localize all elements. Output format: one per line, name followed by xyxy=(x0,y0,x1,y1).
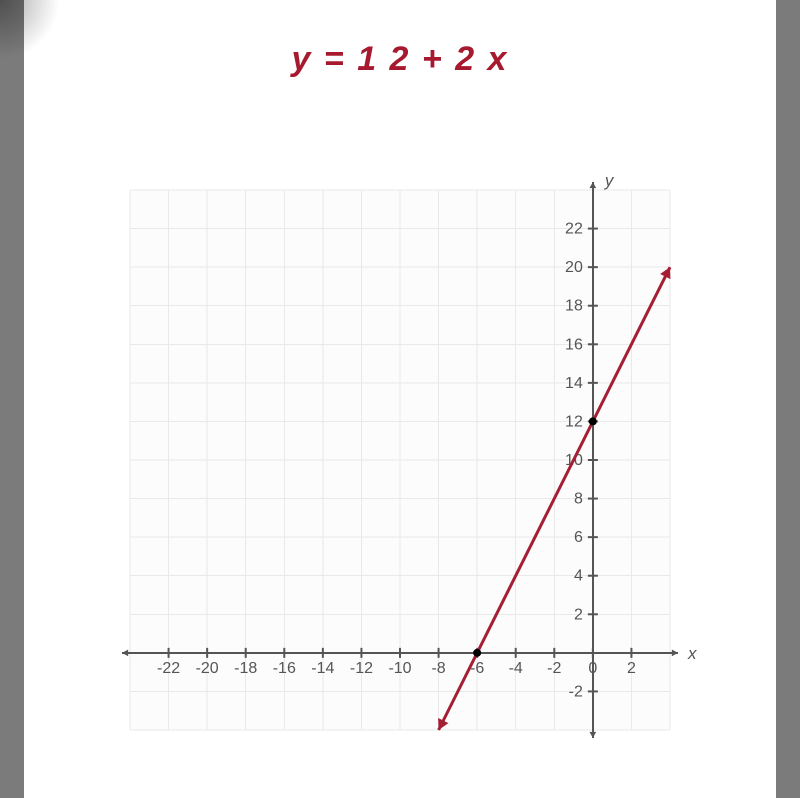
svg-text:-18: -18 xyxy=(234,660,257,677)
left-margin-bar xyxy=(0,0,24,798)
svg-text:-12: -12 xyxy=(350,660,373,677)
plot-point xyxy=(473,649,481,657)
equation-title: y = 1 2 + 2 x xyxy=(0,40,800,79)
svg-text:20: 20 xyxy=(565,259,583,276)
svg-text:-2: -2 xyxy=(569,683,583,700)
svg-text:-4: -4 xyxy=(509,660,523,677)
svg-text:2: 2 xyxy=(627,660,636,677)
svg-text:12: 12 xyxy=(565,413,583,430)
svg-text:-20: -20 xyxy=(196,660,219,677)
line-chart: -22-20-18-16-14-12-10-8-6-4-202-22468101… xyxy=(100,160,700,760)
y-axis-label: y xyxy=(604,171,615,190)
svg-text:6: 6 xyxy=(574,529,583,546)
svg-text:2: 2 xyxy=(574,606,583,623)
svg-text:-10: -10 xyxy=(388,660,411,677)
right-margin-bar xyxy=(776,0,800,798)
svg-text:-14: -14 xyxy=(311,660,334,677)
svg-text:22: 22 xyxy=(565,221,583,238)
plot-point xyxy=(589,417,597,425)
svg-text:4: 4 xyxy=(574,568,583,585)
page-frame: y = 1 2 + 2 x -22-20-18-16-14-12-10-8-6-… xyxy=(0,0,800,798)
svg-text:18: 18 xyxy=(565,298,583,315)
svg-text:-22: -22 xyxy=(157,660,180,677)
svg-text:-16: -16 xyxy=(273,660,296,677)
x-axis-label: x xyxy=(687,644,697,663)
svg-text:-8: -8 xyxy=(431,660,445,677)
svg-text:8: 8 xyxy=(574,491,583,508)
svg-text:0: 0 xyxy=(588,660,597,677)
svg-text:16: 16 xyxy=(565,336,583,353)
svg-text:14: 14 xyxy=(565,375,583,392)
svg-text:-2: -2 xyxy=(547,660,561,677)
